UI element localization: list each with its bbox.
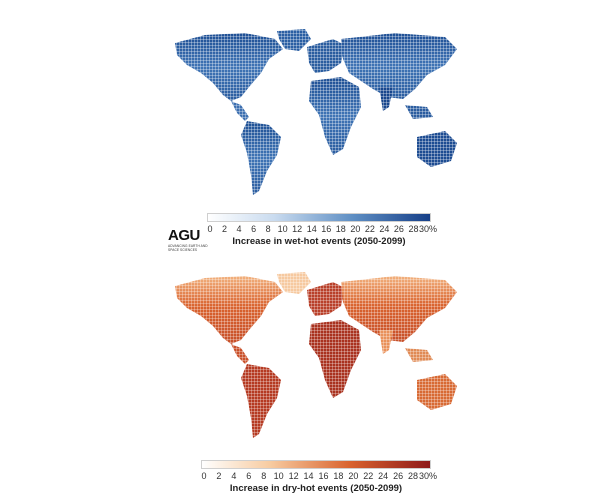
- dry-tick-label: 24: [378, 471, 389, 481]
- dry-tick-label: 6: [246, 471, 252, 481]
- wet-colorbar-title: Increase in wet-hot events (2050-2099): [232, 236, 406, 247]
- wet-tick-label: 22: [364, 224, 375, 234]
- dry-colorbar-title: Increase in dry-hot events (2050-2099): [229, 483, 403, 494]
- dry-tick-label: 14: [303, 471, 314, 481]
- wet-hot-world-map: [165, 25, 460, 205]
- wet-tick-label: 8: [265, 224, 271, 234]
- wet-tick-label: 4: [236, 224, 242, 234]
- wet-tick-label: 6: [251, 224, 257, 234]
- wet-grid-overlay: [165, 25, 460, 205]
- dry-tick-label: 10: [273, 471, 284, 481]
- dry-tick-label: 16: [318, 471, 329, 481]
- wet-tick-label: 2: [222, 224, 228, 234]
- wet-tick-label: 14: [306, 224, 317, 234]
- dry-colorbar: [201, 460, 431, 469]
- wet-tick-label: 28: [408, 224, 419, 234]
- dry-tick-label: 28: [408, 471, 419, 481]
- agu-logo: AGU ADVANCING EARTH AND SPACE SCIENCES: [168, 228, 228, 252]
- wet-tick-label: 30%: [418, 224, 438, 234]
- wet-tick-label: 26: [393, 224, 404, 234]
- wet-colorbar-ticks: 0 2 4 6 8 10 12 14 16 18 20 22 24 26 28 30%: [207, 224, 437, 236]
- dry-tick-label: 8: [261, 471, 267, 481]
- dry-tick-label: 12: [288, 471, 299, 481]
- dry-tick-label: 26: [393, 471, 404, 481]
- dry-tick-label: 30%: [418, 471, 438, 481]
- wet-hot-map-panel: [165, 25, 460, 205]
- wet-colorbar: [207, 213, 431, 222]
- dry-hot-world-map: [165, 268, 460, 448]
- wet-tick-label: 18: [335, 224, 346, 234]
- dry-tick-label: 0: [201, 471, 207, 481]
- agu-logo-tagline: ADVANCING EARTH AND SPACE SCIENCES: [168, 244, 208, 252]
- agu-logo-mark: AGU: [168, 227, 200, 244]
- wet-tick-label: 0: [207, 224, 213, 234]
- dry-hot-map-panel: [165, 268, 460, 448]
- wet-tick-label: 24: [379, 224, 390, 234]
- dry-tick-label: 20: [348, 471, 359, 481]
- dry-grid-overlay: [165, 268, 460, 448]
- dry-colorbar-ticks: 0 2 4 6 8 10 12 14 16 18 20 22 24 26 28 30%: [201, 471, 437, 483]
- wet-tick-label: 16: [321, 224, 332, 234]
- dry-tick-label: 22: [363, 471, 374, 481]
- wet-tick-label: 20: [350, 224, 361, 234]
- wet-tick-label: 12: [292, 224, 303, 234]
- dry-tick-label: 18: [333, 471, 344, 481]
- dry-tick-label: 4: [231, 471, 237, 481]
- dry-tick-label: 2: [216, 471, 222, 481]
- wet-tick-label: 10: [277, 224, 288, 234]
